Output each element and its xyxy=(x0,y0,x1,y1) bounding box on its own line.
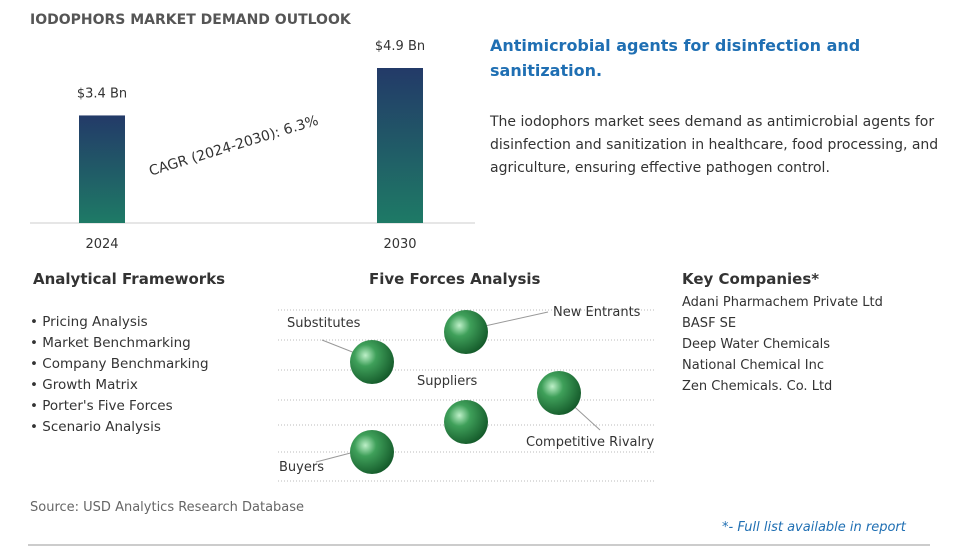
frameworks-list: • Pricing Analysis • Market Benchmarking •… xyxy=(30,312,209,438)
spheres xyxy=(350,310,581,474)
force-label: Competitive Rivalry xyxy=(526,435,654,450)
item-text: BASF SE xyxy=(682,316,737,331)
force-label: Substitutes xyxy=(287,316,361,331)
list-item: • Porter's Five Forces xyxy=(30,398,173,414)
force-label: New Entrants xyxy=(553,305,641,320)
item-text: Adani Pharmachem Private Ltd xyxy=(682,295,883,310)
footnote: *- Full list available in report xyxy=(722,520,906,535)
list-item: • Market Benchmarking xyxy=(30,335,191,351)
list-item: • Company Benchmarking xyxy=(30,356,209,372)
highlight-text: The iodophors market sees demand as anti… xyxy=(490,114,939,176)
item-text: Porter's Five Forces xyxy=(42,398,173,414)
force-label: Buyers xyxy=(279,460,324,475)
list-item: • Scenario Analysis xyxy=(30,419,161,435)
item-text: National Chemical Inc xyxy=(682,358,824,373)
item-text: Pricing Analysis xyxy=(42,314,148,330)
bar xyxy=(377,68,423,223)
item-text: Market Benchmarking xyxy=(42,335,191,351)
page-title: IODOPHORS MARKET DEMAND OUTLOOK xyxy=(30,12,351,28)
highlight-heading: Antimicrobial agents for disinfection an… xyxy=(490,36,861,80)
list-item: National Chemical Inc xyxy=(682,355,883,376)
item-text: Scenario Analysis xyxy=(42,419,161,435)
item-text: Growth Matrix xyxy=(42,377,138,393)
list-item: • Pricing Analysis xyxy=(30,314,148,330)
five-forces-heading: Five Forces Analysis xyxy=(369,270,541,288)
list-item: Adani Pharmachem Private Ltd xyxy=(682,292,883,313)
frameworks-heading: Analytical Frameworks xyxy=(33,270,226,288)
value-label: $3.4 Bn xyxy=(77,86,127,101)
force-label: Suppliers xyxy=(417,374,478,389)
list-item: • Growth Matrix xyxy=(30,377,138,393)
x-tick-label: 2030 xyxy=(383,237,416,252)
companies-heading: Key Companies* xyxy=(682,270,820,288)
list-item: Deep Water Chemicals xyxy=(682,334,883,355)
companies-list: Adani Pharmachem Private Ltd BASF SE Deep … xyxy=(682,292,883,397)
value-label: $4.9 Bn xyxy=(375,39,425,54)
item-text: Company Benchmarking xyxy=(42,356,209,372)
list-item: BASF SE xyxy=(682,313,883,334)
cagr-annotation: CAGR (2024-2030): 6.3% xyxy=(147,113,320,180)
list-item: Zen Chemicals. Co. Ltd xyxy=(682,376,883,397)
x-tick-label: 2024 xyxy=(85,237,118,252)
item-text: Deep Water Chemicals xyxy=(682,337,831,352)
source: Source: USD Analytics Research Database xyxy=(30,500,305,515)
item-text: Zen Chemicals. Co. Ltd xyxy=(682,379,833,394)
bar xyxy=(79,115,125,223)
